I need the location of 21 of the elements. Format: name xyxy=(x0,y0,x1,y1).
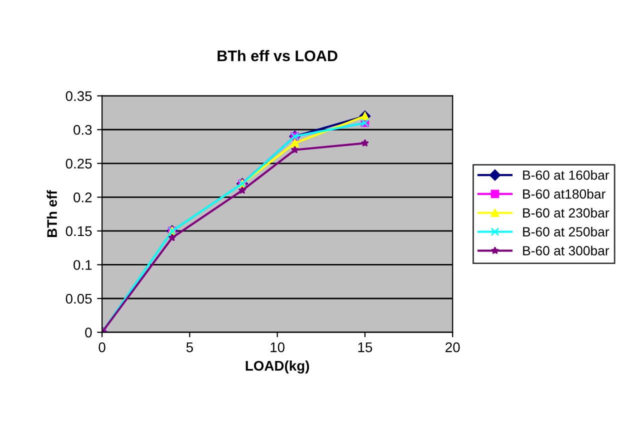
x-tick-label: 5 xyxy=(186,342,193,352)
y-axis-title: BTh eff xyxy=(46,190,57,238)
chart-title: BTh eff vs LOAD xyxy=(218,50,338,62)
y-tick-label: 0.05 xyxy=(66,294,92,304)
x-axis-title: LOAD(kg) xyxy=(246,360,310,374)
legend-label: B-60 at 230bar xyxy=(523,208,610,218)
y-tick-label: 0.25 xyxy=(66,158,92,169)
y-tick-label: 0.2 xyxy=(74,192,92,202)
legend-label: B-60 at 160bar xyxy=(523,170,610,180)
legend-label: B-60 at 300bar xyxy=(523,246,610,256)
x-tick-label: 10 xyxy=(270,342,284,352)
y-tick-label: 0 xyxy=(85,328,92,338)
y-tick-label: 0.15 xyxy=(66,226,92,236)
y-tick-label: 0.35 xyxy=(66,91,92,102)
x-tick-label: 20 xyxy=(446,342,460,352)
y-tick-label: 0.3 xyxy=(74,124,92,135)
y-tick-label: 0.1 xyxy=(74,260,92,270)
legend-label: B-60 at 250bar xyxy=(523,226,610,237)
x-tick-label: 15 xyxy=(358,342,372,352)
x-tick-label: 0 xyxy=(98,342,106,352)
legend-label: B-60 at180bar xyxy=(523,189,606,199)
